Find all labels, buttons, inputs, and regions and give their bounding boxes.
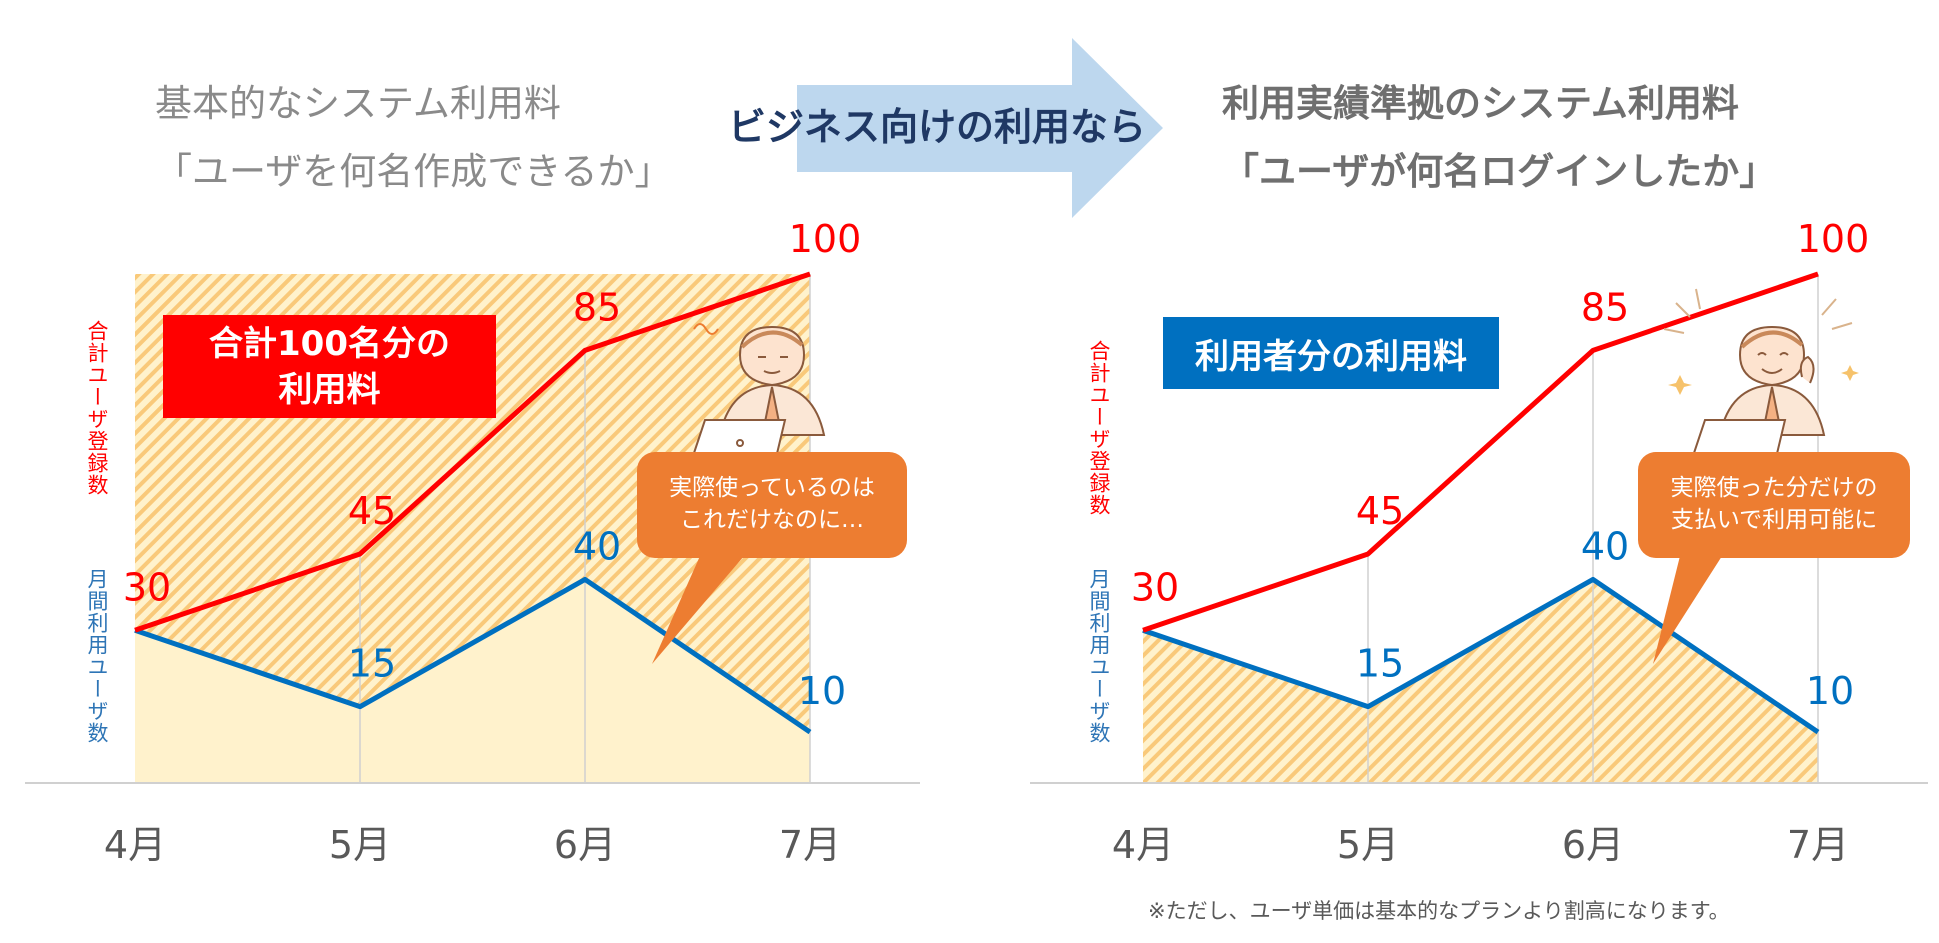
right-bubble-line1: 実際使った分だけの <box>1670 475 1878 501</box>
left-speech-bubble <box>637 452 907 664</box>
left-ylabel-registered: 合計ユーザ登録数 <box>85 320 109 496</box>
left-series-registered-line <box>134 271 811 633</box>
left-bubble-line1: 実際使っているのは <box>669 475 875 501</box>
left-ylabel-monthly: 月間利用ユーザ数 <box>85 568 109 744</box>
arrow-label: ビジネス向けの利用なら <box>728 105 1147 149</box>
left-tick-label: 5月 <box>329 823 391 867</box>
right-label-registered: 85 <box>1581 285 1629 329</box>
left-title-line2: 「ユーザを何名作成できるか」 <box>155 150 672 193</box>
right-label-monthly: 10 <box>1806 669 1854 713</box>
left-label-registered: 85 <box>573 285 621 329</box>
total-fee-banner-line1: 合計100名分の <box>209 323 450 364</box>
left-title: 基本的なシステム利用料 「ユーザを何名作成できるか」 <box>155 70 672 206</box>
right-label-monthly: 40 <box>1581 524 1629 568</box>
right-label-registered: 45 <box>1356 489 1404 533</box>
right-ylabel-registered: 合計ユーザ登録数 <box>1087 340 1111 516</box>
right-title-line1: 利用実績準拠のシステム利用料 <box>1222 82 1739 125</box>
right-label-registered: 30 <box>1131 565 1179 609</box>
right-bubble-line2: 支払いで利用可能に <box>1670 507 1878 533</box>
right-title: 利用実績準拠のシステム利用料 「ユーザが何名ログインしたか」 <box>1222 70 1776 206</box>
left-series-monthly-line <box>134 576 812 735</box>
left-label-registered: 100 <box>789 217 862 261</box>
right-tick-label: 6月 <box>1562 823 1624 867</box>
right-tick-label: 7月 <box>1787 823 1849 867</box>
left-label-registered: 45 <box>348 489 396 533</box>
left-tick-label: 4月 <box>104 823 166 867</box>
right-series-monthly-line <box>1142 576 1820 735</box>
left-title-line1: 基本的なシステム利用料 <box>155 82 561 125</box>
right-arrow-icon <box>797 38 1163 218</box>
right-chart: 30 45 85 100 15 40 10 4月 5月 6月 7月 <box>1030 217 1928 867</box>
footnote: ※ただし、ユーザ単価は基本的なプランより割高になります。 <box>1148 899 1730 923</box>
happy-businessman-icon <box>1663 288 1859 463</box>
left-bubble-line2: これだけなのに… <box>680 507 864 533</box>
right-tick-label: 4月 <box>1112 823 1174 867</box>
left-tick-label: 7月 <box>779 823 841 867</box>
user-fee-banner: 利用者分の利用料 <box>1163 317 1499 389</box>
total-fee-banner: 合計100名分の 利用料 <box>163 315 496 418</box>
left-label-registered: 30 <box>123 565 171 609</box>
confused-businessman-icon <box>689 323 826 463</box>
right-label-monthly: 15 <box>1356 642 1404 686</box>
total-fee-banner-line2: 利用料 <box>278 369 381 410</box>
left-tick-label: 6月 <box>554 823 616 867</box>
left-bubble-text: 実際使っているのは これだけなのに… <box>637 472 907 536</box>
right-shaded-area <box>1143 579 1818 783</box>
left-under-monthly-area <box>135 579 810 783</box>
right-speech-bubble <box>1638 452 1910 664</box>
left-label-monthly: 15 <box>348 642 396 686</box>
right-ylabel-monthly: 月間利用ユーザ数 <box>1087 568 1111 744</box>
right-title-line2: 「ユーザが何名ログインしたか」 <box>1222 150 1777 193</box>
right-label-registered: 100 <box>1797 217 1870 261</box>
right-tick-label: 5月 <box>1337 823 1399 867</box>
right-bubble-text: 実際使った分だけの 支払いで利用可能に <box>1638 472 1910 536</box>
left-label-monthly: 40 <box>573 524 621 568</box>
left-label-monthly: 10 <box>798 669 846 713</box>
right-series-registered-line <box>1142 271 1819 633</box>
